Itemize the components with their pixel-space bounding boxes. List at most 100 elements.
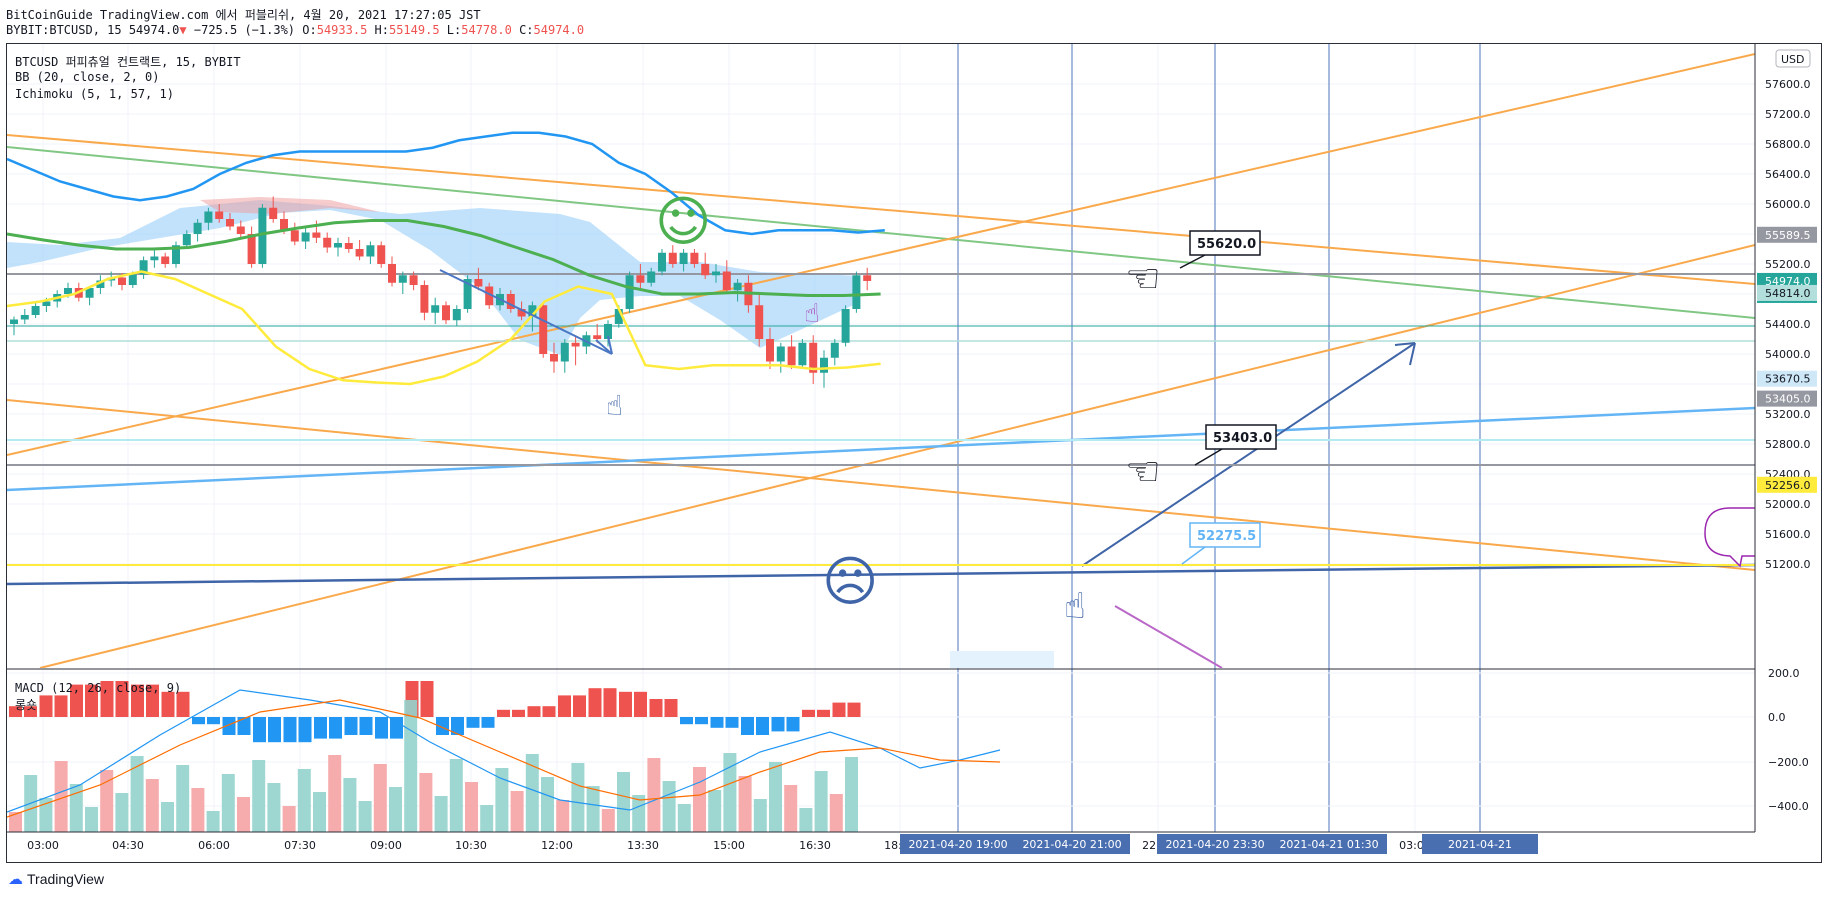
candle-body xyxy=(20,315,29,320)
macd-hist-bar xyxy=(192,717,205,725)
time-tick-label: 09:00 xyxy=(370,839,402,852)
date-badge-label: 2021-04-21 01:30 xyxy=(1279,838,1378,851)
volume-bar xyxy=(39,798,53,832)
macd-line xyxy=(7,689,1001,813)
volume-bar xyxy=(495,768,509,832)
candle-body xyxy=(506,294,515,309)
macd-tick-label: 200.0 xyxy=(1768,667,1800,680)
tradingview-logo[interactable]: ☁ TradingView xyxy=(8,870,104,888)
macd-hist-bar xyxy=(634,691,647,717)
crosshair-time-box xyxy=(950,651,1054,668)
volume-bar xyxy=(845,757,858,832)
volume-bar xyxy=(343,778,357,832)
volume-bar xyxy=(69,784,83,832)
macd-hist-bar xyxy=(131,684,144,717)
brand-label: TradingView xyxy=(27,871,105,887)
close-label: C: xyxy=(519,23,534,37)
bb-middle xyxy=(7,219,881,297)
arrow-head-b xyxy=(1409,342,1416,366)
volume-bar xyxy=(601,809,615,832)
date-badge xyxy=(1157,834,1273,854)
pointing-hand-icon: ☜ xyxy=(1125,256,1161,302)
candle-body xyxy=(366,245,375,257)
date-badge xyxy=(1014,834,1130,854)
trendline-orange-1 xyxy=(7,134,1755,285)
candle-body xyxy=(269,207,278,219)
smile-face-icon: ☺ xyxy=(655,190,711,253)
macd-hist-bar xyxy=(710,717,724,728)
price-badge xyxy=(1757,370,1817,387)
macd-hist-bar xyxy=(619,691,632,717)
bollinger-bands xyxy=(7,131,885,386)
volume-bar xyxy=(221,774,235,832)
macd-hist-bar xyxy=(253,717,266,743)
macd-hist-bar xyxy=(466,717,480,728)
chart-frame[interactable] xyxy=(6,43,1822,863)
high-value: 55149.5 xyxy=(388,23,440,37)
volume-bar xyxy=(708,790,722,832)
currency-badge xyxy=(1775,49,1811,68)
candle-body xyxy=(528,305,537,317)
bot-bubble xyxy=(1704,507,1755,568)
candle-body xyxy=(571,342,580,347)
macd-hist-bar xyxy=(222,717,236,735)
date-badge xyxy=(900,834,1016,854)
candle-body xyxy=(485,286,494,306)
candle-body xyxy=(280,219,288,231)
price-tick-label: 52000.0 xyxy=(1765,498,1811,511)
macd-pane xyxy=(7,681,1001,832)
volume-bar xyxy=(100,770,114,832)
legend-macd: MACD (12, 26, close, 9) xyxy=(15,681,182,695)
projection-arrow xyxy=(1081,342,1416,567)
volume-bar xyxy=(465,782,478,832)
price-tick-label: 56400.0 xyxy=(1765,168,1811,181)
volume-bar xyxy=(328,755,342,832)
macd-hist-bar xyxy=(420,681,434,717)
volume-bar xyxy=(434,796,448,832)
volume-bar xyxy=(799,808,813,832)
price-tick-label: 57200.0 xyxy=(1765,108,1811,121)
candle-body xyxy=(172,245,180,264)
candle-body xyxy=(593,335,602,339)
candle-body xyxy=(820,357,828,373)
volume-bar xyxy=(115,793,129,832)
date-badge-label: 2021-04-20 23:30 xyxy=(1165,838,1264,851)
volume-bar xyxy=(647,758,661,832)
macd-hist-bar xyxy=(268,717,281,743)
volume-bar xyxy=(556,800,570,832)
candle-body xyxy=(193,222,202,234)
macd-hist-bar xyxy=(832,702,846,717)
volume-bar xyxy=(693,767,706,832)
volume-bar xyxy=(419,773,433,832)
grid xyxy=(7,44,1755,832)
price-badge xyxy=(1757,390,1817,407)
macd-hist-bar xyxy=(558,695,571,717)
candle-body xyxy=(323,237,332,248)
candle-body xyxy=(841,309,850,343)
macd-hist-bar xyxy=(283,717,297,743)
macd-hist-bar xyxy=(24,706,37,717)
candle-body xyxy=(96,280,105,288)
price-badge xyxy=(1757,476,1817,493)
volume-bar xyxy=(480,805,494,832)
bb-upper xyxy=(7,131,885,236)
macd-hist-bar xyxy=(603,688,617,717)
low-label: L: xyxy=(446,23,462,37)
macd-hist-bar xyxy=(725,717,739,728)
macd-hist-bar xyxy=(786,717,800,732)
macd-hist-bar xyxy=(39,695,53,717)
candle-body xyxy=(452,309,461,321)
pointing-up-hand-icon: ☝ xyxy=(804,299,820,329)
macd-hist-bar xyxy=(542,706,556,717)
cloud-bull xyxy=(7,200,860,355)
time-tick-label: 16:30 xyxy=(799,839,831,852)
volume-bar xyxy=(373,764,387,832)
callout-53403-pointer xyxy=(1194,448,1223,466)
macd-tick-label: −200.0 xyxy=(1768,756,1809,769)
candle-body xyxy=(668,252,677,264)
volume-bar xyxy=(449,759,463,832)
volume-bar xyxy=(617,772,630,832)
candle-body xyxy=(712,271,720,276)
volume-bar xyxy=(753,799,767,832)
